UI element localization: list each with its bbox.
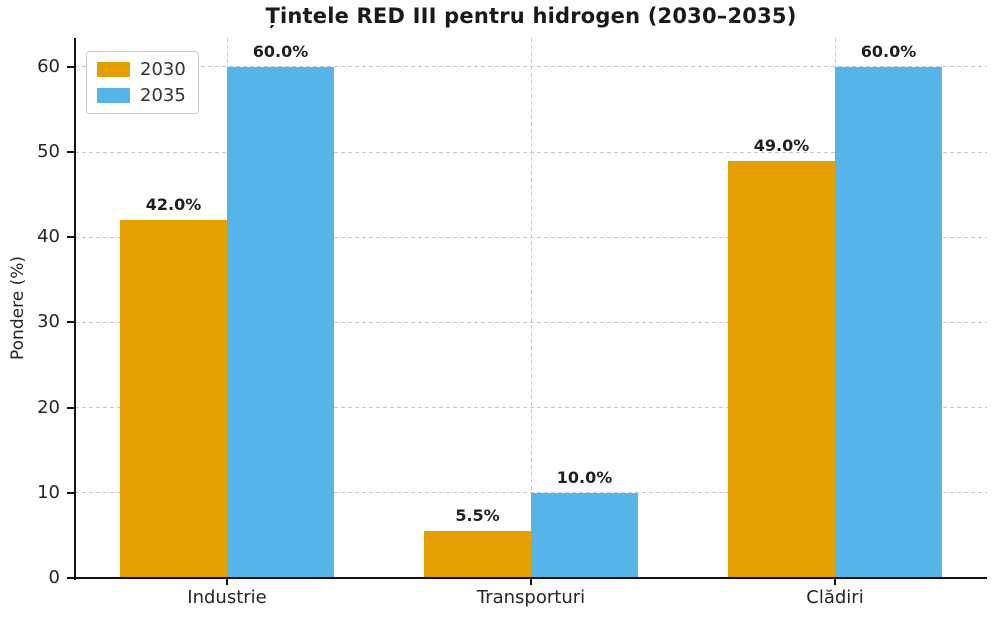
legend-swatch-2035	[97, 88, 130, 103]
x-tick-mark	[226, 579, 228, 585]
bar-value-label: 60.0%	[252, 41, 309, 61]
bar-value-label: 49.0%	[753, 135, 810, 155]
y-tick-mark	[67, 236, 74, 239]
y-tick-mark	[67, 151, 74, 154]
bar-2035-clădiri[interactable]	[835, 66, 942, 578]
y-tick-mark	[67, 321, 74, 324]
y-tick-mark	[67, 577, 74, 579]
legend-item-2030[interactable]: 2030	[97, 59, 186, 80]
legend: 2030 2035	[86, 51, 199, 114]
legend-label: 2030	[140, 59, 186, 80]
y-tick-label: 0	[48, 567, 60, 588]
bar-value-label: 5.5%	[455, 506, 500, 526]
bar-2035-transporturi[interactable]	[531, 492, 638, 578]
plot-area: 42.0% 60.0% 5.5% 10.0% 49.0% 60.0%	[74, 38, 987, 580]
legend-swatch-2030	[97, 62, 130, 77]
chart-title: Țintele RED III pentru hidrogen (2030–20…	[265, 4, 797, 28]
y-tick-mark	[67, 491, 74, 494]
bar-2035-industrie[interactable]	[227, 66, 334, 578]
x-tick-label: Clădiri	[806, 587, 864, 608]
bar-2030-industrie[interactable]	[120, 220, 227, 578]
bar-value-label: 42.0%	[145, 195, 202, 215]
bar-value-label: 60.0%	[860, 41, 917, 61]
x-tick-label: Transporturi	[476, 587, 586, 608]
y-tick-label: 20	[37, 396, 60, 418]
x-axis-line	[74, 577, 987, 579]
y-tick-label: 50	[37, 141, 60, 163]
x-tick-label: Industrie	[187, 587, 267, 608]
legend-label: 2035	[140, 85, 186, 106]
x-tick-mark	[530, 579, 532, 585]
y-tick-mark	[67, 406, 74, 409]
y-tick-label: 40	[37, 226, 60, 248]
bar-2030-clădiri[interactable]	[728, 160, 835, 578]
y-tick-label: 10	[37, 481, 60, 503]
bar-2030-transporturi[interactable]	[424, 531, 531, 578]
y-axis-label: Pondere (%)	[8, 256, 28, 360]
bar-value-label: 10.0%	[556, 467, 613, 487]
y-tick-mark	[67, 65, 74, 68]
y-tick-label: 60	[37, 55, 60, 77]
x-tick-mark	[834, 579, 836, 585]
legend-item-2035[interactable]: 2035	[97, 85, 186, 106]
x-gridline	[530, 38, 532, 578]
y-axis-line	[74, 38, 76, 580]
y-tick-label: 30	[37, 311, 60, 333]
